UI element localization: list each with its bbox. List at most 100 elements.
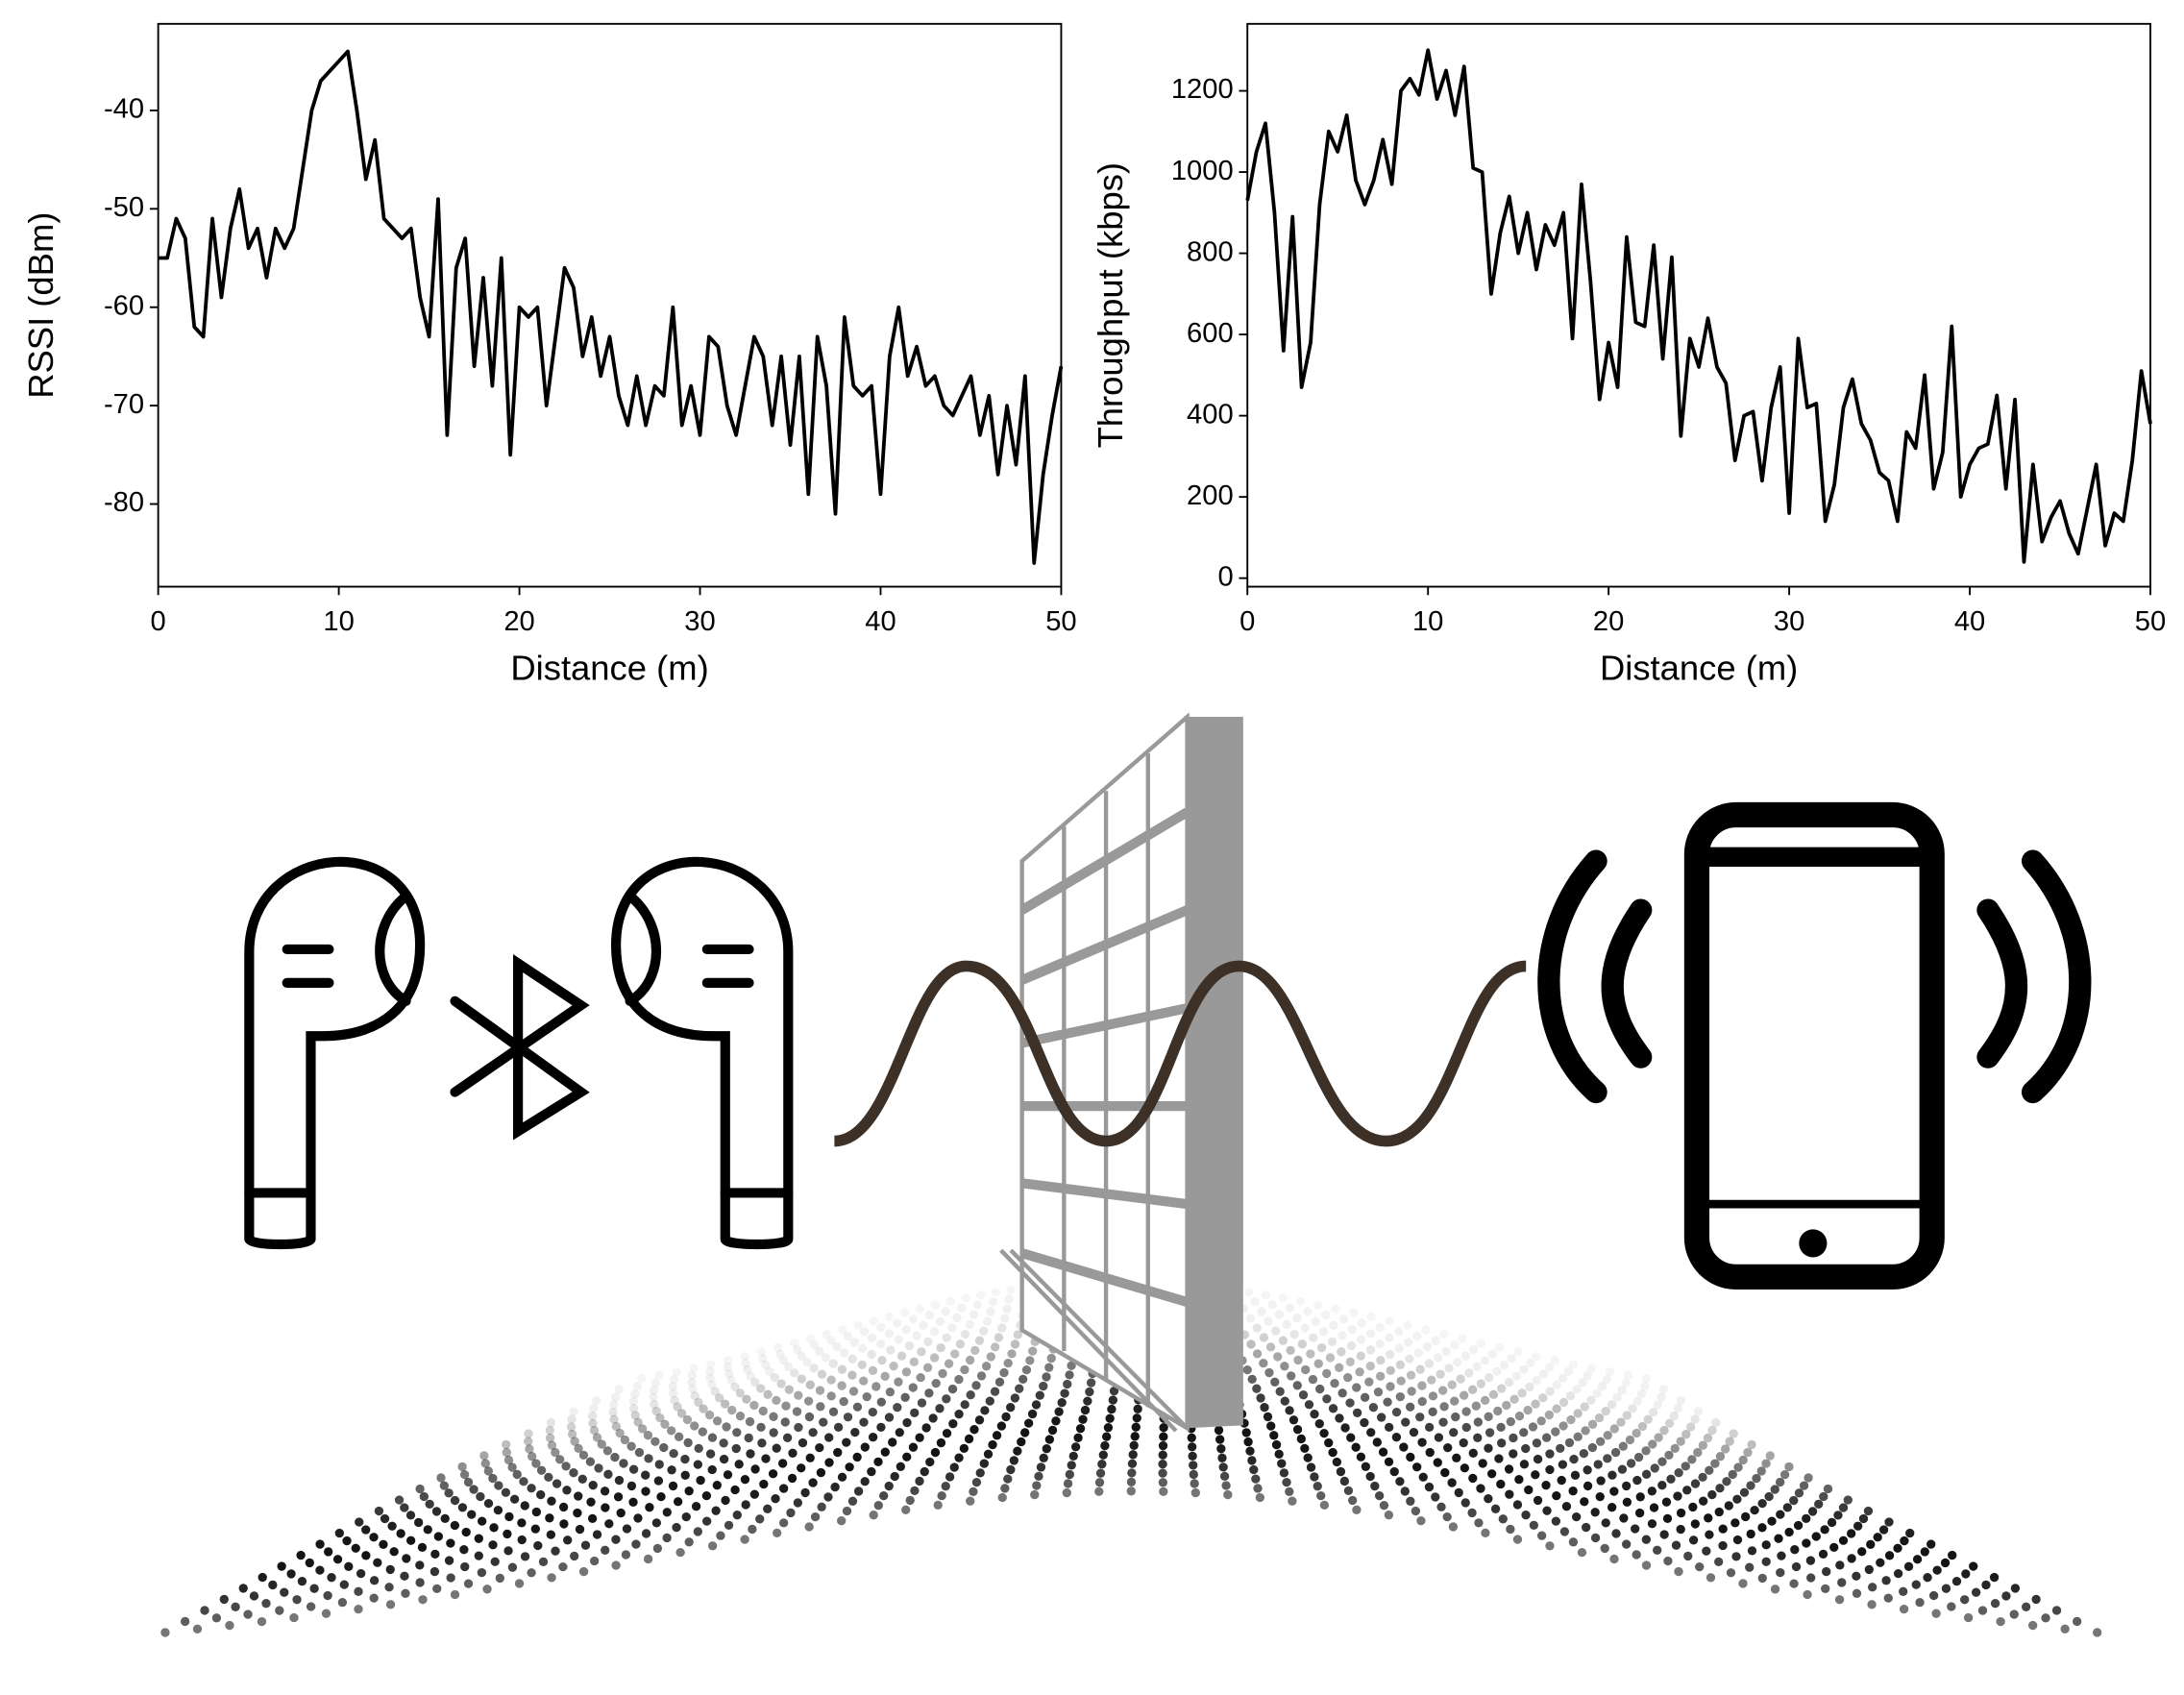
dot: [732, 1511, 742, 1520]
dot: [974, 1336, 985, 1345]
dot: [530, 1524, 540, 1534]
dot: [826, 1336, 836, 1345]
dot: [1330, 1378, 1339, 1388]
dot: [417, 1542, 428, 1553]
dot: [546, 1530, 556, 1539]
dot: [645, 1503, 654, 1512]
dot: [1407, 1387, 1416, 1396]
dot: [965, 1319, 974, 1330]
dot: [1536, 1531, 1547, 1540]
dot: [1595, 1491, 1605, 1502]
dot: [954, 1453, 964, 1462]
dot: [1864, 1564, 1874, 1575]
dot: [1098, 1450, 1108, 1460]
dot: [1010, 1339, 1020, 1349]
dot: [1304, 1400, 1314, 1410]
dot: [1622, 1497, 1632, 1507]
dot: [369, 1533, 379, 1542]
dot: [750, 1377, 760, 1388]
dot: [1514, 1412, 1525, 1421]
dot: [824, 1458, 834, 1467]
dot: [966, 1390, 975, 1400]
dot: [1282, 1319, 1291, 1330]
dot: [385, 1600, 396, 1609]
dot: [1412, 1462, 1422, 1472]
dot: [929, 1353, 940, 1363]
dot: [1494, 1342, 1505, 1353]
dot: [1437, 1386, 1448, 1395]
dot: [969, 1425, 979, 1435]
dot: [1682, 1486, 1692, 1495]
dot: [1724, 1501, 1733, 1511]
dot: [1386, 1382, 1395, 1391]
dot: [439, 1481, 449, 1490]
dot: [1648, 1439, 1657, 1449]
dot: [633, 1513, 643, 1523]
dot: [1441, 1346, 1451, 1357]
dot: [808, 1428, 818, 1437]
dot: [1296, 1434, 1306, 1444]
dot: [1521, 1511, 1531, 1520]
dot: [275, 1606, 284, 1615]
dot: [876, 1322, 886, 1332]
dot: [238, 1584, 248, 1593]
dot: [730, 1382, 740, 1392]
dot: [662, 1508, 672, 1517]
dot: [1471, 1401, 1481, 1411]
dot: [1681, 1462, 1690, 1471]
dot: [1274, 1310, 1285, 1319]
y-tick-label: -70: [104, 389, 144, 420]
dot: [592, 1530, 602, 1539]
dot: [1996, 1616, 2005, 1627]
dot: [620, 1435, 630, 1445]
dot: [1565, 1391, 1576, 1401]
dot: [1674, 1566, 1683, 1577]
dot: [1409, 1427, 1419, 1437]
dot: [1365, 1471, 1375, 1482]
dot: [1538, 1393, 1548, 1403]
dot: [1372, 1437, 1382, 1447]
dot: [1395, 1360, 1406, 1370]
dot: [798, 1437, 808, 1448]
dot: [1356, 1351, 1365, 1361]
dot: [1605, 1367, 1615, 1377]
dot: [1834, 1595, 1845, 1605]
dot: [490, 1557, 500, 1566]
dot: [1401, 1417, 1411, 1427]
dot: [1159, 1486, 1168, 1496]
dot: [922, 1363, 933, 1372]
dot: [1506, 1416, 1515, 1427]
dot: [859, 1327, 870, 1337]
dot: [1512, 1535, 1523, 1544]
dot: [551, 1546, 560, 1556]
dot: [1250, 1297, 1260, 1307]
dot: [1596, 1437, 1606, 1446]
dot: [1352, 1408, 1362, 1418]
dot: [1746, 1481, 1755, 1490]
dot: [959, 1443, 969, 1454]
dot: [600, 1486, 610, 1496]
dot: [1374, 1490, 1385, 1501]
dot: [520, 1501, 529, 1511]
dot: [552, 1479, 562, 1488]
dot: [1526, 1358, 1535, 1368]
dot: [793, 1344, 802, 1355]
dot: [628, 1497, 638, 1507]
dot: [361, 1525, 371, 1535]
dot: [519, 1477, 528, 1486]
dot: [1067, 1361, 1076, 1370]
dot: [769, 1428, 778, 1437]
dot: [463, 1579, 474, 1588]
dot: [1000, 1484, 1010, 1493]
dot: [609, 1400, 619, 1410]
dot: [1406, 1402, 1415, 1412]
dot: [405, 1511, 416, 1520]
dot: [1095, 1468, 1106, 1478]
dot: [1405, 1354, 1414, 1363]
dot: [1977, 1606, 1988, 1615]
dot: [1345, 1398, 1355, 1408]
dot: [949, 1462, 959, 1472]
dot: [1006, 1464, 1016, 1475]
dot: [551, 1447, 560, 1458]
dot: [971, 1381, 981, 1390]
